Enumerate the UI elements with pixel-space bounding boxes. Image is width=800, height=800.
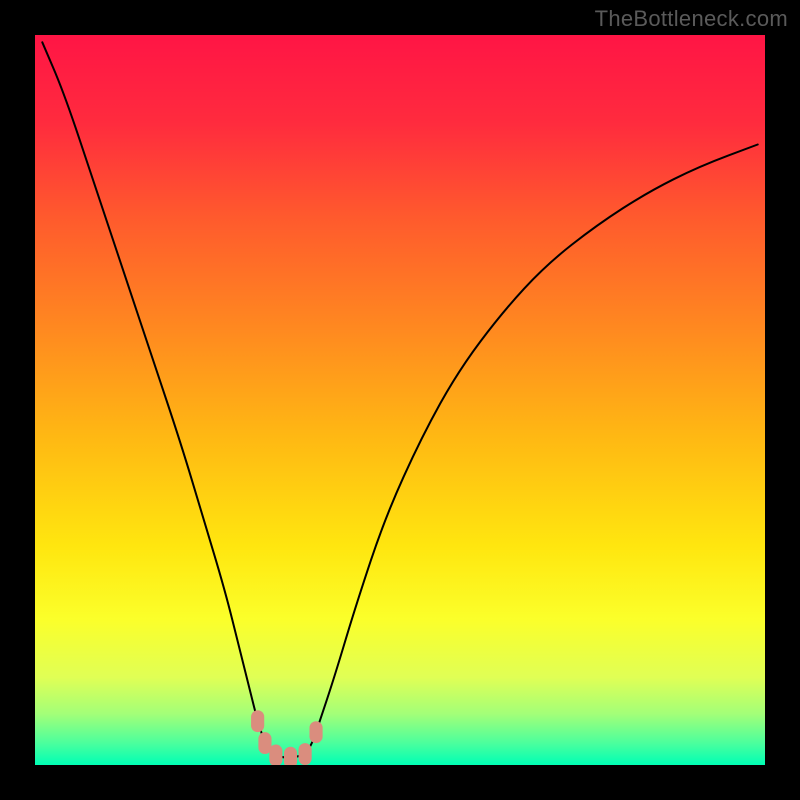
marker-point (284, 747, 297, 765)
marker-point (309, 721, 322, 743)
marker-point (299, 743, 312, 765)
chart-svg (35, 35, 765, 765)
watermark-text: TheBottleneck.com (595, 6, 788, 32)
marker-point (251, 710, 264, 732)
plot-area (35, 35, 765, 765)
marker-point (269, 745, 282, 765)
chart-container: TheBottleneck.com (0, 0, 800, 800)
gradient-background (35, 35, 765, 765)
